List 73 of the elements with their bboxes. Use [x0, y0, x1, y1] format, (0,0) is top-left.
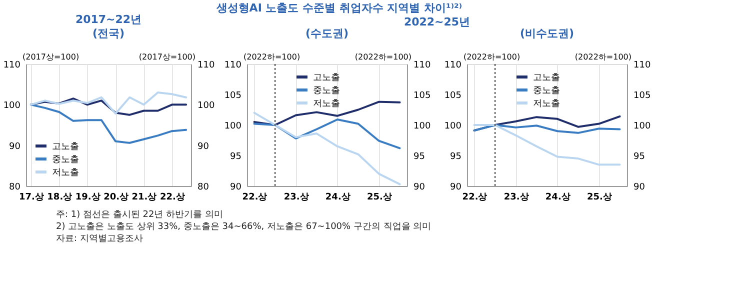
x-tick-label: 23.상: [504, 192, 529, 202]
x-tick-label: 23.상: [284, 192, 309, 202]
y2-axis-title: (2017상=100): [138, 52, 196, 62]
y2-tick-label: 110: [414, 60, 431, 70]
legend-label: 고노출: [533, 73, 560, 83]
text: 생성형AI 노출도 수준별 취업자수 지역별 차이¹⁾²⁾: [215, 2, 462, 14]
chart-subtitle: (비수도권): [520, 27, 574, 40]
y-tick-label: 105: [444, 91, 462, 101]
y-tick-label: 90: [9, 142, 21, 152]
y2-tick-label: 95: [634, 152, 645, 162]
y-tick-label: 80: [9, 182, 21, 192]
line-series: [473, 124, 621, 134]
y-tick-label: 100: [3, 101, 21, 112]
y2-tick-label: 95: [414, 152, 425, 162]
x-tick-label: 17.상: [18, 192, 44, 202]
y-tick-label: 95: [230, 152, 242, 162]
y-tick-label: 105: [224, 91, 242, 101]
y-tick-label: 95: [450, 152, 462, 162]
y-tick-label: 100: [224, 122, 242, 132]
legend-label: 고노출: [52, 142, 79, 152]
x-tick-label: 25.상: [366, 192, 392, 202]
y-axis-title: (2022하=100): [244, 52, 300, 62]
y2-tick-label: 105: [634, 91, 651, 101]
text: 자료: 지역별고용조사: [56, 234, 143, 244]
x-tick-label: 22.상: [242, 192, 268, 202]
y-tick-label: 110: [3, 60, 21, 70]
x-tick-label: 24.상: [545, 192, 570, 202]
x-tick-label: 18.상: [47, 192, 72, 202]
chart-subtitle: (전국): [92, 27, 125, 40]
line-series: [253, 100, 401, 126]
y2-tick-label: 90: [634, 182, 646, 192]
line-series: [473, 124, 621, 166]
y-tick-label: 90: [450, 182, 462, 192]
text: 2) 고노출은 노출도 상위 33%, 중노출은 34~66%, 저노출은 67~100% 구간의 직업을 의미: [56, 222, 432, 232]
legend-label: 저노출: [52, 168, 79, 178]
y2-tick-label: 110: [634, 60, 651, 70]
chart-title: 2017~22년: [75, 13, 142, 26]
y2-tick-label: 80: [198, 182, 210, 192]
text: 2022~25년: [404, 16, 470, 28]
y-tick-label: 110: [444, 60, 462, 70]
y2-tick-label: 100: [414, 122, 431, 132]
y2-tick-label: 105: [414, 91, 431, 101]
y2-axis-title: (2022하=100): [574, 52, 632, 62]
x-tick-label: 24.상: [325, 192, 350, 202]
y-tick-label: 110: [224, 60, 242, 70]
legend-label: 중노출: [533, 86, 560, 96]
x-tick-label: 21.상: [132, 192, 157, 202]
text: 주: 1) 점선은 출시된 22년 하반기를 의미: [56, 210, 223, 220]
x-tick-label: 22.상: [160, 192, 185, 202]
y-axis-title: (2017상=100): [22, 52, 80, 62]
y2-tick-label: 110: [198, 60, 215, 70]
legend-label: 중노출: [52, 155, 79, 165]
legend-label: 고노출: [313, 73, 340, 83]
x-tick-label: 20.상: [104, 192, 129, 202]
y-axis-title: (2022하=100): [464, 52, 520, 62]
y2-tick-label: 90: [198, 142, 210, 152]
y2-tick-label: 90: [414, 182, 426, 192]
y2-axis-title: (2022하=100): [354, 52, 412, 62]
x-tick-label: 22.상: [462, 192, 488, 202]
line-series: [30, 91, 188, 115]
y2-tick-label: 100: [198, 101, 215, 112]
y2-tick-label: 100: [634, 122, 651, 132]
line-series: [253, 112, 401, 186]
y-tick-label: 90: [230, 182, 242, 192]
legend-label: 저노출: [533, 99, 560, 109]
legend-label: 중노출: [313, 86, 340, 96]
line-series: [253, 118, 401, 150]
y-tick-label: 100: [444, 122, 462, 132]
x-tick-label: 19.상: [75, 192, 100, 202]
legend-label: 저노출: [313, 99, 340, 109]
chart-subtitle: (수도권): [305, 27, 349, 40]
x-tick-label: 25.상: [586, 192, 612, 202]
line-series: [30, 104, 188, 144]
